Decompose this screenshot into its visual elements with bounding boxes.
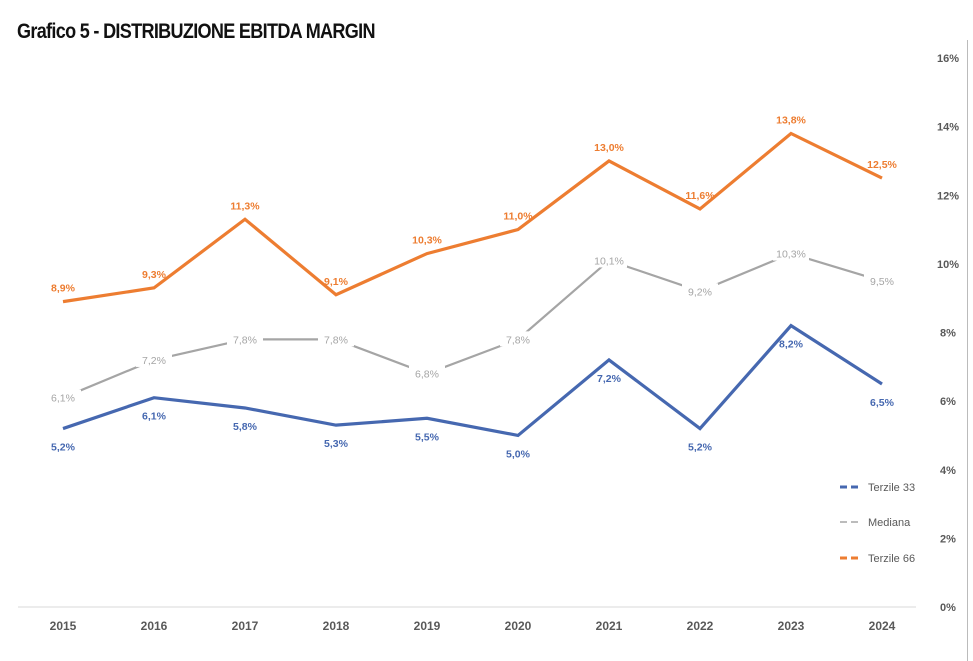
data-label: 6,5% (870, 397, 895, 409)
data-label: 11,6% (685, 190, 715, 202)
legend-label: Mediana (868, 517, 911, 529)
y-tick-label: 0% (940, 602, 956, 614)
x-tick-label: 2021 (596, 619, 623, 633)
data-label-bg (136, 351, 172, 367)
data-label: 13,8% (776, 114, 806, 126)
data-label: 12,5% (867, 159, 897, 171)
y-tick-label: 16% (937, 53, 959, 65)
data-label: 6,8% (415, 369, 439, 381)
data-label: 11,0% (503, 211, 533, 223)
data-label: 5,5% (415, 431, 440, 443)
y-tick-label: 14% (937, 122, 959, 134)
data-label-bg (500, 331, 536, 347)
data-label: 5,8% (233, 421, 258, 433)
data-label: 7,2% (597, 373, 622, 385)
data-label: 9,3% (142, 269, 167, 281)
y-tick-label: 10% (937, 259, 959, 271)
data-label-bg (682, 283, 718, 299)
x-tick-label: 2019 (414, 619, 441, 633)
series-line-terzile-66 (62, 131, 883, 304)
x-tick-label: 2017 (232, 619, 259, 633)
x-tick-label: 2024 (869, 619, 896, 633)
y-tick-label: 4% (940, 465, 956, 477)
data-label-bg (227, 331, 263, 347)
x-tick-label: 2020 (505, 619, 532, 633)
data-label-bg (318, 331, 354, 347)
data-label: 11,3% (230, 200, 260, 212)
data-label: 6,1% (142, 411, 167, 423)
data-label: 10,1% (594, 255, 624, 267)
x-tick-label: 2022 (687, 619, 714, 633)
series-line-terzile-33 (62, 323, 883, 438)
data-label: 9,2% (688, 286, 712, 298)
data-label: 10,3% (776, 249, 806, 261)
data-label: 10,3% (412, 235, 442, 247)
data-label: 6,1% (51, 393, 75, 405)
frame-edge (967, 40, 968, 661)
y-tick-label: 6% (940, 396, 956, 408)
data-label: 7,8% (233, 334, 257, 346)
x-tick-label: 2016 (141, 619, 168, 633)
data-label: 9,5% (870, 276, 894, 288)
data-label-bg (864, 273, 900, 289)
data-label: 8,2% (779, 339, 804, 351)
data-label-bg (45, 389, 81, 405)
data-label: 13,0% (594, 142, 624, 154)
data-label: 9,1% (324, 276, 349, 288)
x-tick-label: 2015 (50, 619, 77, 633)
chart-title: Grafico 5 - DISTRIBUZIONE EBITDA MARGIN (17, 20, 375, 43)
x-tick-label: 2023 (778, 619, 805, 633)
data-label: 7,2% (142, 355, 166, 367)
data-label: 7,8% (324, 334, 348, 346)
data-label: 5,0% (506, 448, 531, 460)
data-label-bg (409, 365, 445, 381)
x-tick-label: 2018 (323, 619, 350, 633)
y-tick-label: 8% (940, 328, 956, 340)
data-label-bg (591, 252, 627, 268)
data-label: 8,9% (51, 283, 76, 295)
legend-label: Terzile 33 (868, 482, 915, 494)
series-line-mediana (62, 252, 883, 399)
data-label: 7,8% (506, 334, 530, 346)
data-label-bg (773, 245, 809, 261)
y-tick-label: 12% (937, 190, 959, 202)
legend-label: Terzile 66 (868, 553, 915, 565)
data-label: 5,2% (688, 442, 713, 454)
data-label: 5,3% (324, 438, 349, 450)
y-tick-label: 2% (940, 533, 956, 545)
data-label: 5,2% (51, 442, 76, 454)
